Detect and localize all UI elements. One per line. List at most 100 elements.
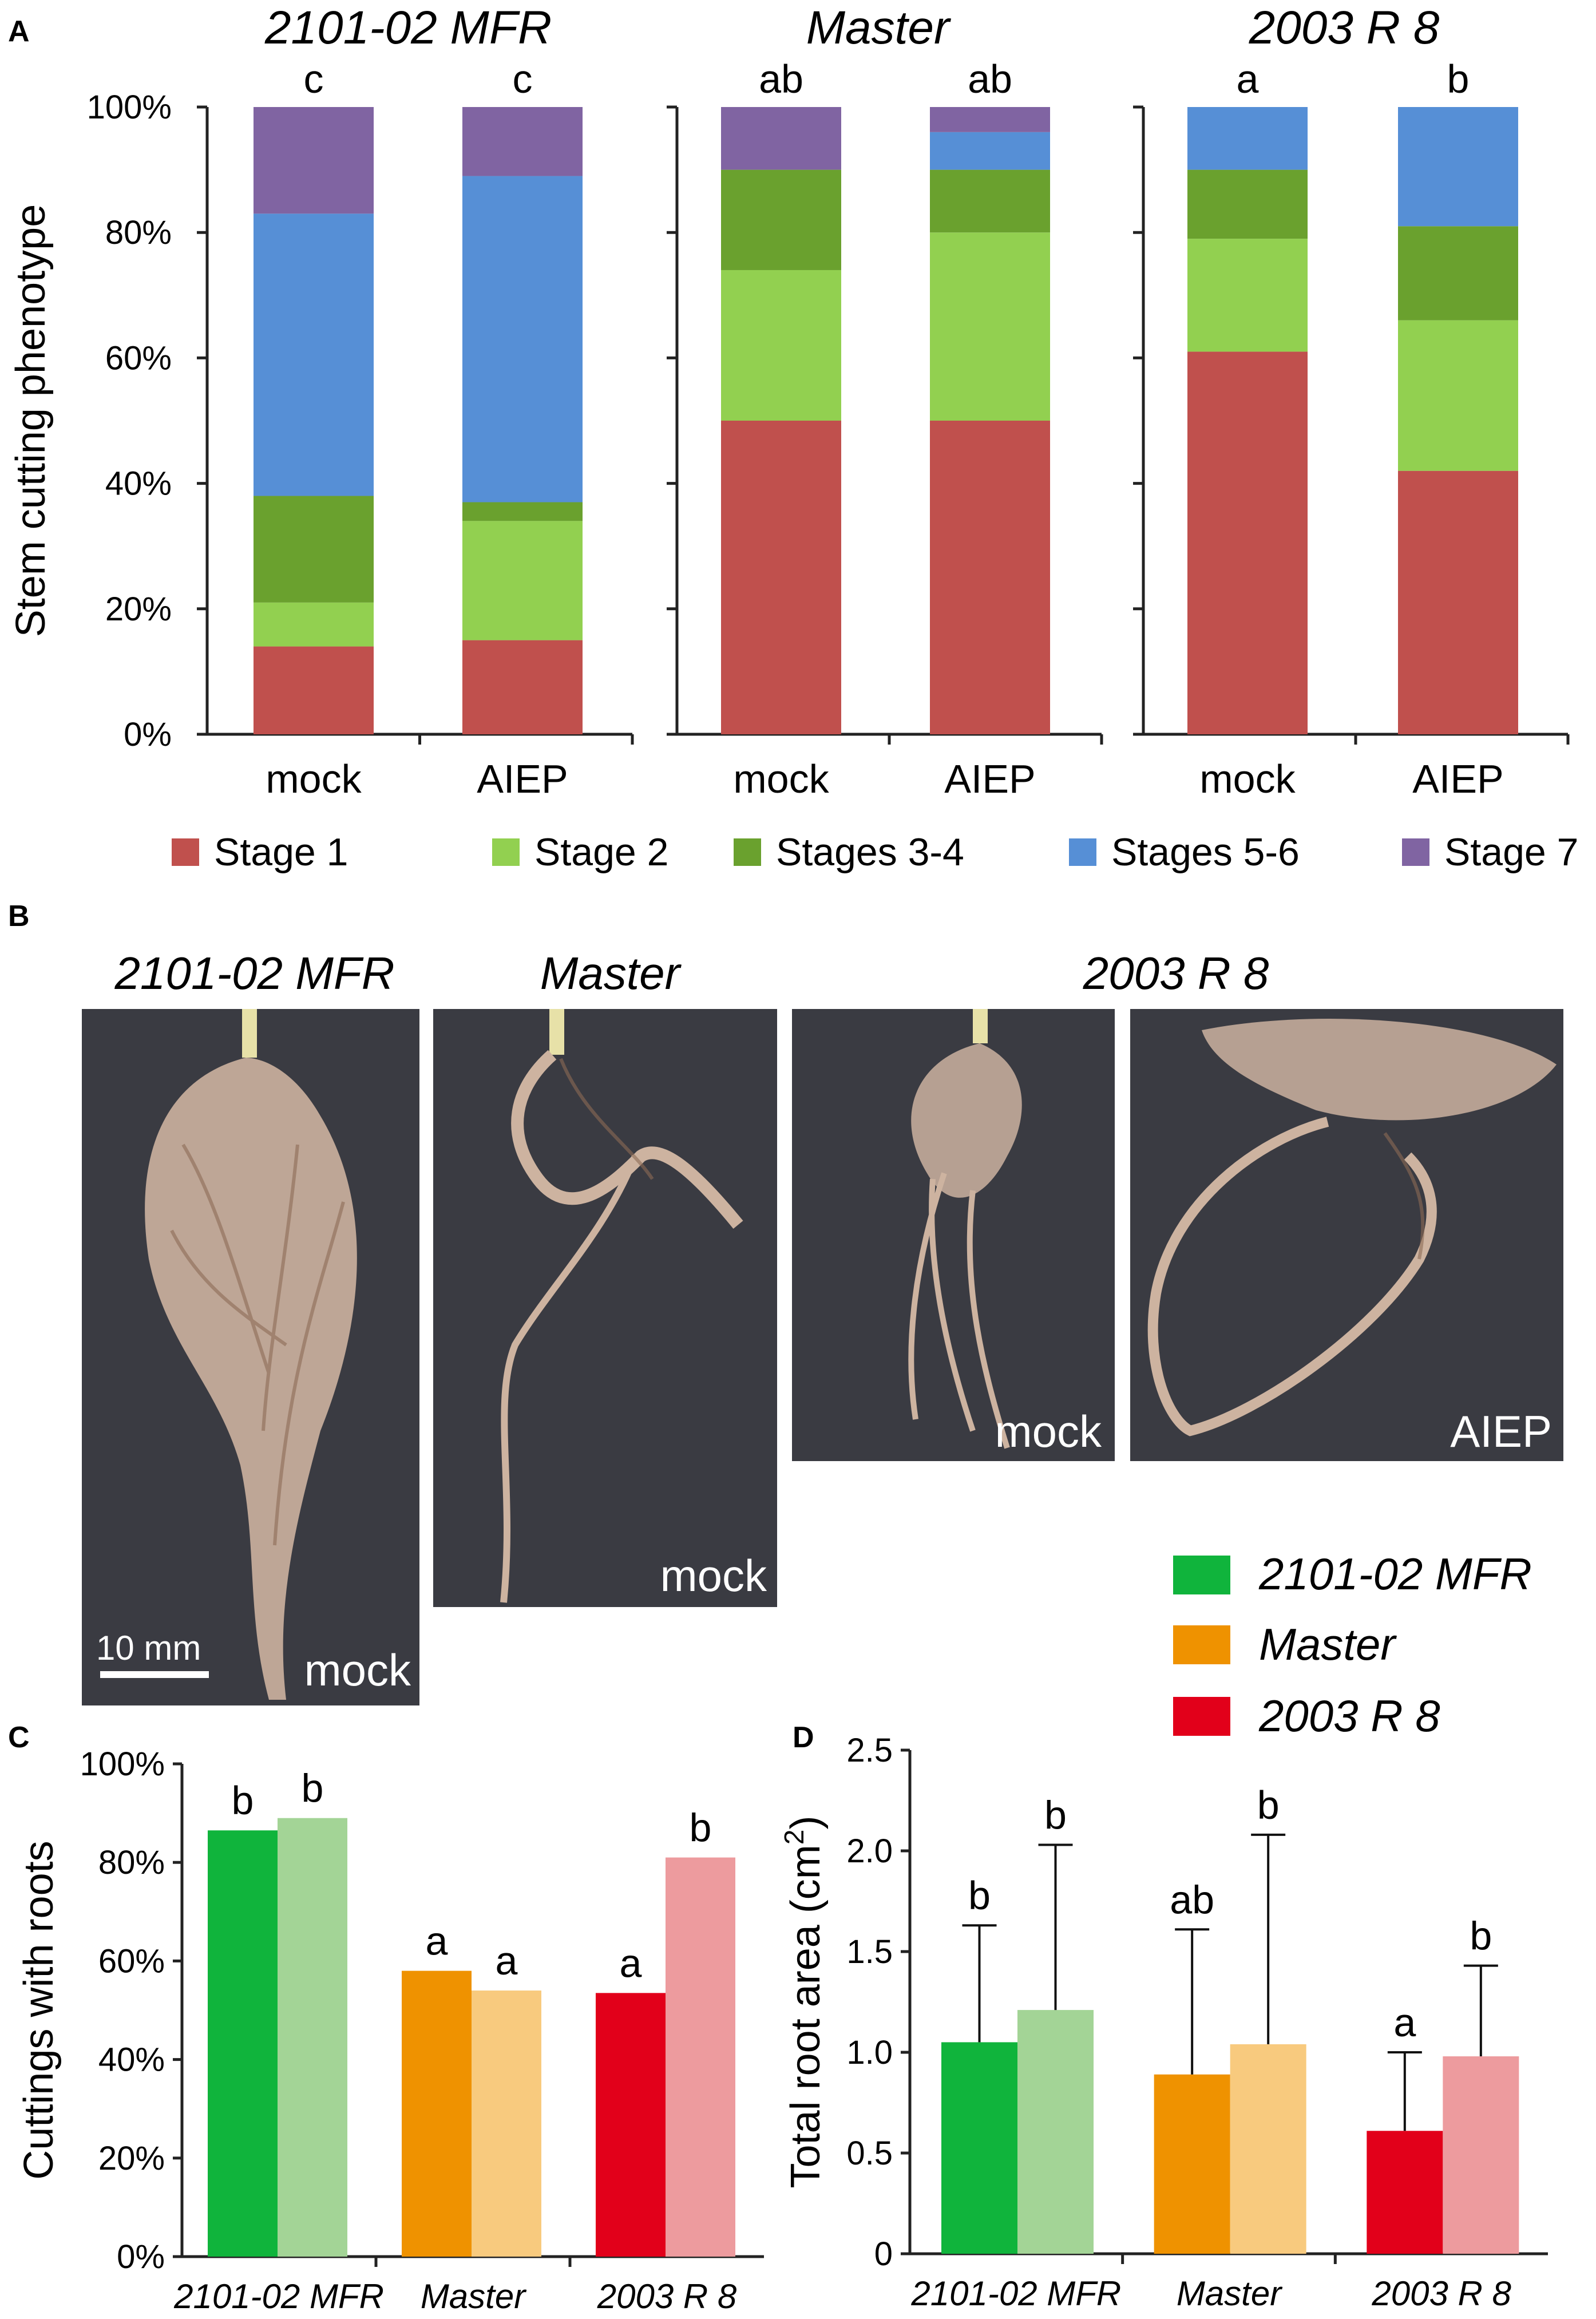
stem-base — [242, 1009, 257, 1058]
root-mass — [145, 1058, 357, 1700]
significance-letter-d: b — [1044, 1792, 1067, 1837]
significance-letter-d: b — [968, 1873, 991, 1918]
significance-letter-a: ab — [968, 57, 1012, 101]
significance-letter-a: c — [513, 57, 533, 101]
significance-letter-c: a — [496, 1938, 518, 1983]
y-tick-label-d: 0 — [874, 2235, 893, 2273]
bar-segment-stage-7 — [254, 107, 374, 214]
bar-segment-stages-5-6 — [1187, 107, 1308, 170]
x-tick-label-a: mock — [733, 757, 829, 801]
group-title-master: Master — [806, 2, 952, 54]
bar-segment-stage-1 — [930, 421, 1050, 734]
significance-letter-a: a — [1237, 57, 1259, 101]
bar-segment-stage-1 — [721, 421, 841, 734]
x-tick-label-c: Master — [421, 2277, 526, 2316]
group-title-2101-02-mfr: 2101-02 MFR — [264, 2, 552, 54]
root-photo-mfr-mock: mock 10 mm — [82, 1009, 419, 1705]
y-axis-label-a: Stem cutting phenotype — [8, 204, 54, 638]
photo-title-master: Master — [540, 948, 682, 999]
bar-segment-stages-5-6 — [1398, 107, 1518, 227]
y-tick-label-a: 60% — [105, 339, 172, 377]
significance-letter-a: c — [304, 57, 324, 101]
bar-segment-stages-3-4 — [1187, 169, 1308, 239]
root-mass — [511, 1050, 743, 1229]
y-tick-label-d: 0.5 — [846, 2135, 893, 2172]
legend-label-stage-7: Stage 7 — [1444, 830, 1578, 874]
legend-swatch-master — [1173, 1625, 1230, 1664]
chart-a: Stem cutting phenotype 0% 20% 40% 60% 80% 100%… — [8, 2, 1578, 874]
photo-label-aiep: AIEP — [1450, 1406, 1552, 1457]
bar-segment-stages-5-6 — [930, 132, 1050, 170]
x-tick-label-c: 2101-02 MFR — [173, 2277, 384, 2316]
bar-2003-r-8-mock — [596, 1993, 666, 2257]
bar-segment-stage-1 — [1398, 470, 1518, 734]
legend-label-stages-3-4: Stages 3-4 — [776, 830, 964, 874]
significance-letter-c: b — [302, 1766, 324, 1811]
y-tick-label-d: 2.0 — [846, 1833, 893, 1870]
root-photo-2003-aiep: AIEP — [1130, 1009, 1563, 1461]
x-tick-label-a: AIEP — [477, 757, 568, 801]
bar-2003-r-8-mock — [1367, 2131, 1443, 2254]
root-mass — [1202, 1019, 1557, 1121]
legend-label-master: Master — [1259, 1619, 1397, 1669]
panel-label-c: C — [8, 1721, 30, 1754]
significance-letter-c: b — [232, 1778, 254, 1823]
legend-swatch-stage-2 — [492, 838, 520, 866]
stem-base — [973, 1009, 988, 1043]
significance-letter-d: b — [1470, 1914, 1492, 1958]
significance-letter-d: a — [1393, 2000, 1416, 2045]
significance-letter-c: a — [620, 1941, 642, 1985]
bar-segment-stage-7 — [462, 107, 583, 176]
x-tick-label-a: mock — [266, 757, 362, 801]
y-tick-label-a: 20% — [105, 591, 172, 628]
legend-label-mfr: 2101-02 MFR — [1258, 1549, 1532, 1599]
chart-d: 0 0.5 1.0 1.5 2.0 2.5 Total root area (cm2) b b 2… — [779, 1732, 1548, 2313]
y-tick-label-a: 40% — [105, 465, 172, 502]
bar-segment-stages-3-4 — [1398, 226, 1518, 320]
bar-segment-stage-1 — [254, 646, 374, 734]
y-tick-label-c: 40% — [98, 2041, 165, 2079]
y-tick-label-c: 20% — [98, 2140, 165, 2177]
legend-swatch-stage-1 — [172, 838, 199, 866]
y-tick-label-d: 2.5 — [846, 1732, 893, 1769]
significance-letter-d: ab — [1170, 1877, 1214, 1922]
bar-segment-stage-7 — [721, 107, 841, 170]
y-tick-label-c: 100% — [80, 1746, 165, 1783]
bar-segment-stage-1 — [1187, 351, 1308, 734]
bar-master-mock — [1154, 2074, 1230, 2254]
bar-segment-stages-3-4 — [930, 169, 1050, 233]
significance-letter-c: a — [426, 1919, 448, 1964]
scale-bar-label: 10 mm — [96, 1629, 201, 1667]
scale-bar — [100, 1671, 209, 1678]
legend-swatch-2003 — [1173, 1697, 1230, 1736]
bar-2003-r-8-aiep — [1443, 2056, 1519, 2254]
root-photo-2003-mock: mock — [792, 1009, 1115, 1461]
bar-segment-stages-3-4 — [254, 496, 374, 603]
bar-segment-stage-2 — [462, 521, 583, 640]
y-tick-label-d: 1.5 — [846, 1933, 893, 1970]
y-tick-label-d: 1.0 — [846, 2034, 893, 2071]
bar-segment-stage-2 — [254, 602, 374, 647]
x-tick-label-a: AIEP — [1412, 757, 1504, 801]
y-tick-label-c: 0% — [117, 2238, 165, 2276]
legend-swatch-stage-7 — [1402, 838, 1429, 866]
panel-label-a: A — [8, 15, 30, 48]
y-tick-label-c: 80% — [98, 1844, 165, 1881]
photo-label-mock-3: mock — [995, 1406, 1102, 1457]
x-tick-label-a: mock — [1199, 757, 1296, 801]
photo-title-mfr: 2101-02 MFR — [114, 948, 394, 999]
photo-label-mock-1: mock — [304, 1645, 411, 1695]
y-tick-label-a: 80% — [105, 214, 172, 251]
bar-2003-r-8-aiep — [666, 1857, 735, 2257]
chart-c: 0% 20% 40% 60% 80% 100% Cuttings with roots b b 2… — [16, 1746, 764, 2316]
bar-segment-stages-5-6 — [462, 176, 583, 502]
bar-segment-stage-2 — [721, 270, 841, 421]
bar-segment-stages-3-4 — [462, 502, 583, 521]
legend-label-stages-5-6: Stages 5-6 — [1111, 830, 1300, 874]
bar-master-aiep — [1230, 2044, 1306, 2254]
significance-letter-c: b — [690, 1806, 712, 1850]
x-tick-label-d: Master — [1177, 2274, 1282, 2313]
root-mass — [911, 1043, 1022, 1198]
bar-2101-02-mfr-mock — [941, 2042, 1017, 2254]
y-axis-label-d: Total root area (cm2) — [779, 1816, 829, 2189]
